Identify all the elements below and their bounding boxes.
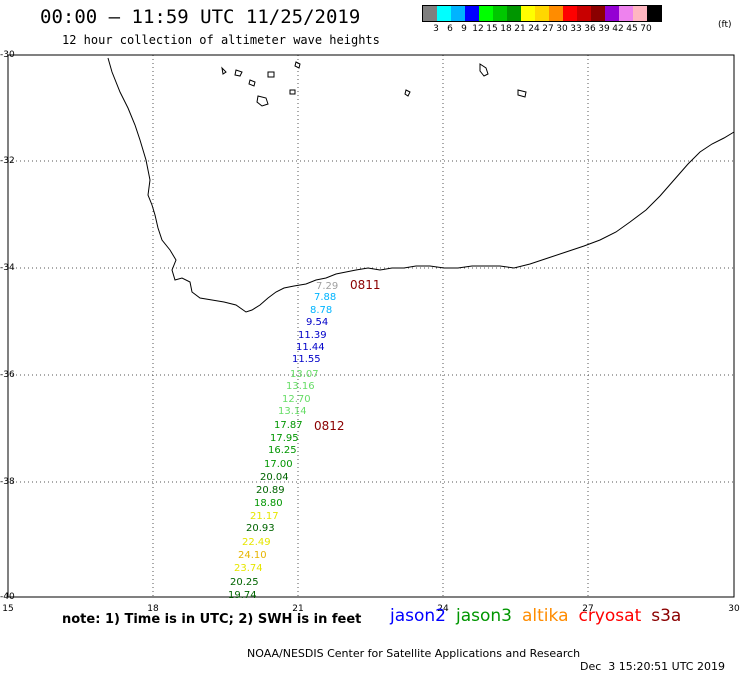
map-subtitle: 12 hour collection of altimeter wave hei… bbox=[62, 33, 380, 47]
legend-tick-label: 45 bbox=[626, 24, 638, 34]
satellite-legend: jason2 jason3 altika cryosat s3a bbox=[390, 606, 691, 626]
legend-tick-label: 39 bbox=[598, 24, 610, 34]
legend-swatch bbox=[549, 6, 563, 21]
legend-swatch bbox=[535, 6, 549, 21]
legend-tick-label: 33 bbox=[570, 24, 582, 34]
legend-swatch bbox=[465, 6, 479, 21]
wave-height-label: 19.74 bbox=[228, 590, 257, 601]
map-canvas: 7.297.888.789.5411.3911.4411.5513.0713.1… bbox=[7, 54, 735, 601]
wave-height-label: 16.25 bbox=[268, 445, 297, 456]
graticule bbox=[8, 55, 734, 597]
legend-tick-label: 30 bbox=[556, 24, 568, 34]
color-legend: 3 6 9 12 15 18 21 24 27 30 33 36 39 42 45 70 bbox=[422, 5, 662, 36]
latitude-label: -36 bbox=[0, 370, 15, 380]
wave-height-label: 20.04 bbox=[260, 472, 289, 483]
legend-swatches bbox=[422, 5, 662, 22]
wave-height-label: 13.16 bbox=[286, 381, 315, 392]
map-title: 00:00 – 11:59 UTC 11/25/2019 bbox=[40, 6, 361, 28]
legend-tick-label: 3 bbox=[433, 24, 439, 34]
footer-credit: NOAA/NESDIS Center for Satellite Applica… bbox=[240, 634, 725, 673]
wave-height-label: 7.88 bbox=[314, 292, 336, 303]
wave-height-label: 11.55 bbox=[292, 354, 321, 365]
wave-height-label: 13.14 bbox=[278, 406, 307, 417]
wave-height-label: 17.95 bbox=[270, 433, 299, 444]
legend-swatch bbox=[591, 6, 605, 21]
wave-height-label: 7.29 bbox=[316, 281, 338, 292]
wave-height-label: 9.54 bbox=[306, 317, 328, 328]
legend-swatch bbox=[619, 6, 633, 21]
legend-tick-label: 24 bbox=[528, 24, 540, 34]
latitude-label: -40 bbox=[0, 592, 15, 602]
satellite-jason3: jason3 bbox=[456, 606, 512, 626]
longitude-label: 27 bbox=[582, 604, 594, 614]
credit-text: NOAA/NESDIS Center for Satellite Applica… bbox=[247, 647, 581, 660]
wave-height-label: 18.80 bbox=[254, 498, 283, 509]
legend-tick-label: 27 bbox=[542, 24, 554, 34]
wave-height-label: 23.74 bbox=[234, 563, 263, 574]
legend-swatch bbox=[563, 6, 577, 21]
satellite-altika: altika bbox=[522, 606, 569, 626]
satellite-cryosat: cryosat bbox=[578, 606, 642, 626]
legend-swatch bbox=[577, 6, 591, 21]
wave-height-label: 20.89 bbox=[256, 485, 285, 496]
legend-tick-label: 42 bbox=[612, 24, 624, 34]
longitude-label: 24 bbox=[437, 604, 449, 614]
wave-height-label: 21.17 bbox=[250, 511, 279, 522]
wave-height-label: 8.78 bbox=[310, 305, 332, 316]
inland-features bbox=[221, 61, 527, 107]
legend-tick-label: 6 bbox=[447, 24, 453, 34]
wave-height-label: 12.70 bbox=[282, 394, 311, 405]
coastline-south-africa bbox=[107, 57, 735, 313]
legend-tick-label: 12 bbox=[472, 24, 484, 34]
legend-tick-label: 70 bbox=[640, 24, 652, 34]
pass-label-0811: 0811 bbox=[350, 278, 381, 292]
latitude-label: -32 bbox=[0, 156, 15, 166]
wave-height-label: 11.39 bbox=[298, 330, 327, 341]
legend-swatch bbox=[451, 6, 465, 21]
satellite-s3a: s3a bbox=[651, 606, 682, 626]
latitude-label: -38 bbox=[0, 477, 15, 487]
legend-swatch bbox=[633, 6, 647, 21]
legend-swatch bbox=[647, 6, 661, 21]
wave-height-label: 20.25 bbox=[230, 577, 259, 588]
legend-swatch bbox=[479, 6, 493, 21]
legend-swatch bbox=[605, 6, 619, 21]
legend-labels: 3 6 9 12 15 18 21 24 27 30 33 36 39 42 45 70 bbox=[422, 22, 662, 36]
legend-swatch bbox=[437, 6, 451, 21]
legend-tick-label: 18 bbox=[500, 24, 512, 34]
longitude-label: 18 bbox=[147, 604, 159, 614]
legend-swatch bbox=[423, 6, 437, 21]
pass-label-0812: 0812 bbox=[314, 419, 345, 433]
wave-height-label: 20.93 bbox=[246, 523, 275, 534]
longitude-label: 21 bbox=[292, 604, 304, 614]
wave-height-label: 17.00 bbox=[264, 459, 293, 470]
wave-height-label: 24.10 bbox=[238, 550, 267, 561]
satellite-jason2: jason2 bbox=[390, 606, 446, 626]
legend-unit: (ft) bbox=[718, 20, 732, 30]
wave-height-label: 13.07 bbox=[290, 369, 319, 380]
map-frame bbox=[7, 54, 735, 598]
legend-swatch bbox=[507, 6, 521, 21]
wave-height-label: 11.44 bbox=[296, 342, 325, 353]
legend-swatch bbox=[493, 6, 507, 21]
legend-tick-label: 36 bbox=[584, 24, 596, 34]
wave-height-label: 22.49 bbox=[242, 537, 271, 548]
latitude-label: -30 bbox=[0, 50, 15, 60]
legend-tick-label: 15 bbox=[486, 24, 498, 34]
wave-height-label: 17.87 bbox=[274, 420, 303, 431]
footer-note: note: 1) Time is in UTC; 2) SWH is in fe… bbox=[62, 612, 362, 627]
wave-height-observations: 7.297.888.789.5411.3911.4411.5513.0713.1… bbox=[228, 281, 338, 601]
longitude-label: 30 bbox=[728, 604, 740, 614]
legend-swatch bbox=[521, 6, 535, 21]
credit-date: Dec 3 15:20:51 UTC 2019 bbox=[580, 660, 725, 673]
latitude-label: -34 bbox=[0, 263, 15, 273]
legend-tick-label: 21 bbox=[514, 24, 526, 34]
longitude-label: 15 bbox=[2, 604, 14, 614]
legend-tick-label: 9 bbox=[461, 24, 467, 34]
